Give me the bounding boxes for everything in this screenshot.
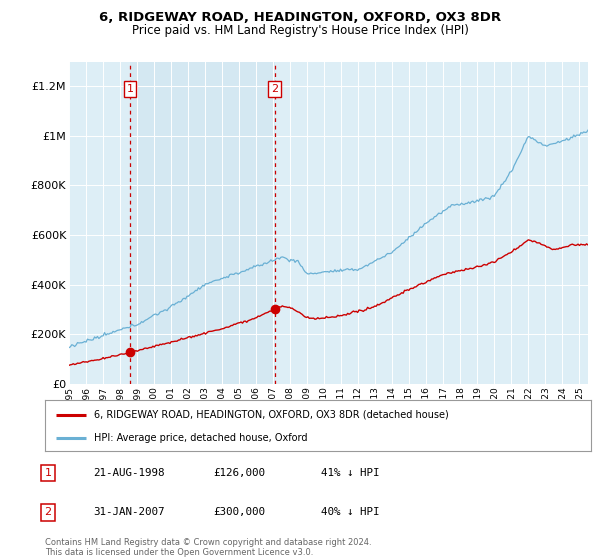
Text: 1: 1 xyxy=(44,468,52,478)
Text: Contains HM Land Registry data © Crown copyright and database right 2024.
This d: Contains HM Land Registry data © Crown c… xyxy=(45,538,371,557)
Text: £126,000: £126,000 xyxy=(213,468,265,478)
Bar xyxy=(130,62,275,384)
Text: 41% ↓ HPI: 41% ↓ HPI xyxy=(321,468,380,478)
Text: Price paid vs. HM Land Registry's House Price Index (HPI): Price paid vs. HM Land Registry's House … xyxy=(131,24,469,36)
Text: 2: 2 xyxy=(44,507,52,517)
Text: 2: 2 xyxy=(271,84,278,94)
Text: 21-AUG-1998: 21-AUG-1998 xyxy=(93,468,164,478)
Text: 6, RIDGEWAY ROAD, HEADINGTON, OXFORD, OX3 8DR (detached house): 6, RIDGEWAY ROAD, HEADINGTON, OXFORD, OX… xyxy=(94,409,449,419)
Text: 31-JAN-2007: 31-JAN-2007 xyxy=(93,507,164,517)
Text: 1: 1 xyxy=(127,84,133,94)
Text: 6, RIDGEWAY ROAD, HEADINGTON, OXFORD, OX3 8DR: 6, RIDGEWAY ROAD, HEADINGTON, OXFORD, OX… xyxy=(99,11,501,24)
Text: HPI: Average price, detached house, Oxford: HPI: Average price, detached house, Oxfo… xyxy=(94,433,308,443)
Text: 40% ↓ HPI: 40% ↓ HPI xyxy=(321,507,380,517)
Text: £300,000: £300,000 xyxy=(213,507,265,517)
